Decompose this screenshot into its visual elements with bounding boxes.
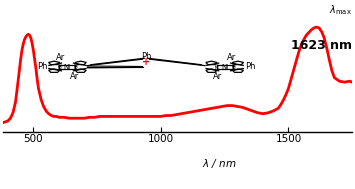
Text: $\lambda$ / nm: $\lambda$ / nm [202, 157, 237, 170]
Text: N: N [57, 66, 61, 71]
Text: N: N [231, 66, 235, 71]
Text: Ar: Ar [213, 71, 223, 81]
Text: +: + [142, 57, 150, 67]
Text: N: N [214, 63, 218, 68]
Text: 1623 nm: 1623 nm [290, 39, 351, 52]
Text: N: N [214, 66, 218, 71]
Text: N: N [74, 63, 77, 68]
Text: $\lambda_{\rm max}$: $\lambda_{\rm max}$ [329, 3, 351, 17]
Text: Ar: Ar [70, 71, 79, 81]
Text: N: N [74, 66, 77, 71]
Text: Ar: Ar [227, 53, 236, 62]
Text: Ph: Ph [245, 62, 255, 71]
Text: N: N [57, 63, 61, 68]
Text: Ni: Ni [64, 64, 71, 70]
Text: Ph: Ph [141, 53, 151, 61]
Text: Ar: Ar [56, 53, 65, 62]
Text: Ph: Ph [37, 62, 48, 71]
Text: N: N [231, 63, 235, 68]
Text: Ni: Ni [221, 64, 228, 70]
